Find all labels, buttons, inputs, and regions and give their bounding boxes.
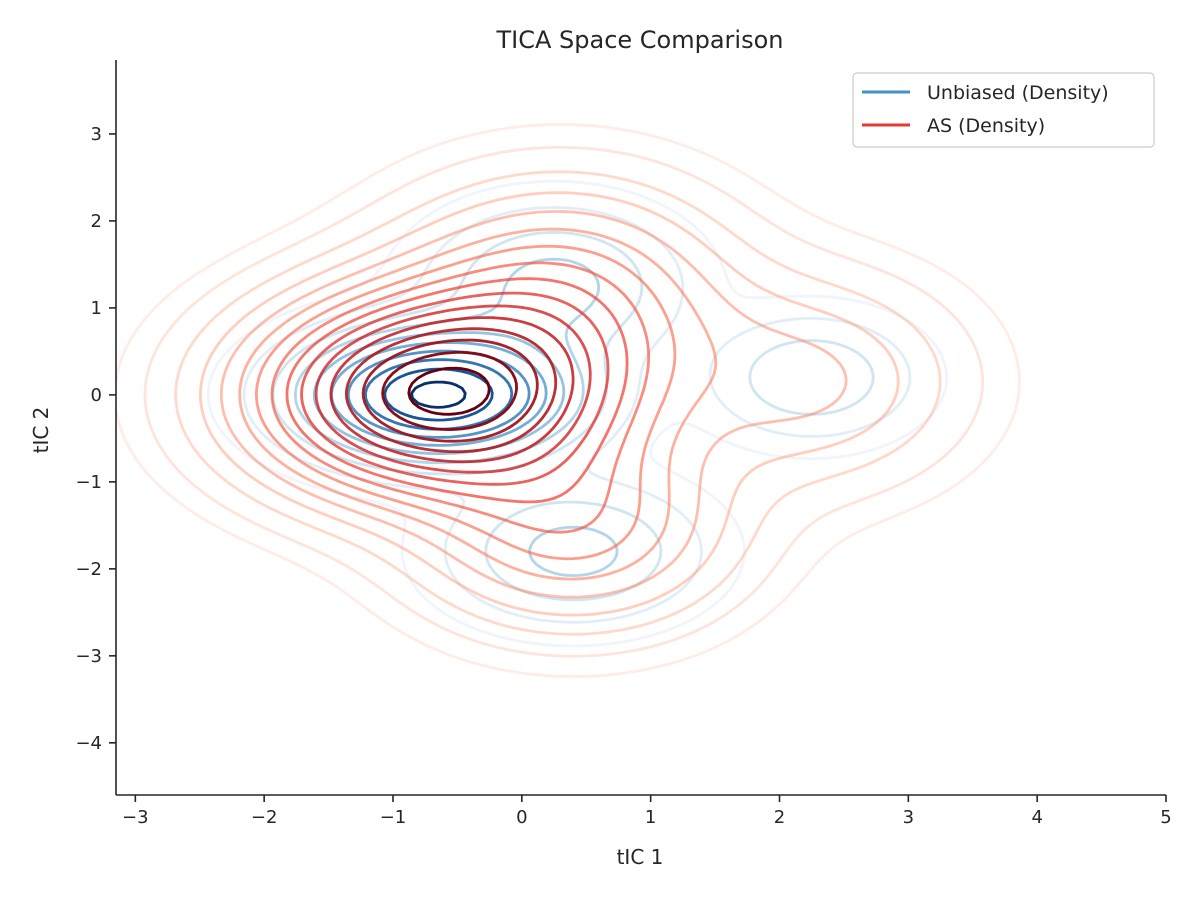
as-contour-level-6 [238,227,718,581]
as-density-contours [114,123,1021,678]
as-contour-level-2 [143,145,984,658]
y-tick-label: 1 [91,298,102,319]
y-tick-label: −1 [75,472,102,493]
x-tick-label: 5 [1160,807,1171,828]
legend: Unbiased (Density) AS (Density) [852,72,1155,148]
legend-label-unbiased: Unbiased (Density) [927,82,1109,104]
unbiased-contour-level-7 [346,349,531,439]
as-contour-level-4 [199,191,900,617]
unbiased-contour-level-8 [364,358,514,431]
x-tick-label: −2 [251,807,278,828]
x-axis-label: tIC 1 [617,845,664,869]
as-contour-level-5 [219,210,848,599]
as-contour-level-13 [344,327,558,454]
as-contour-level-11 [314,304,592,474]
as-contour-level-3 [174,170,942,636]
x-tick-label: 3 [903,807,914,828]
y-tick-label: 0 [91,385,102,406]
y-tick-label: 3 [91,124,102,145]
as-contour-level-8 [270,261,650,534]
y-tick-label: −2 [75,559,102,580]
x-tick-label: 4 [1031,807,1042,828]
as-contour-level-16 [407,366,491,416]
chart-title: TICA Space Comparison [495,26,783,54]
y-axis-label: tIC 2 [29,407,53,454]
as-contour-level-15 [381,351,518,431]
as-contour-level-12 [329,316,575,464]
x-tick-label: 1 [645,807,656,828]
x-tick-label: 2 [774,807,785,828]
axes: −3 −2 −1 0 1 2 3 4 5 −4 −3 −2 −1 0 1 2 3 [75,60,1172,828]
legend-box [852,72,1155,148]
x-tick-label: −1 [380,807,407,828]
unbiased-contour-level-10 [410,380,467,409]
x-tick-label: −3 [122,807,149,828]
as-contour-level-1 [114,123,1021,678]
legend-label-as: AS (Density) [927,115,1045,137]
as-contour-level-10 [300,291,610,486]
y-tick-label: −4 [75,733,102,754]
y-tick-label: −3 [75,646,102,667]
as-contour-level-14 [361,338,539,443]
y-tick-label: 2 [91,211,102,232]
x-tick-label: 0 [516,807,527,828]
as-contour-level-7 [254,244,677,561]
as-contour-level-9 [285,277,629,504]
